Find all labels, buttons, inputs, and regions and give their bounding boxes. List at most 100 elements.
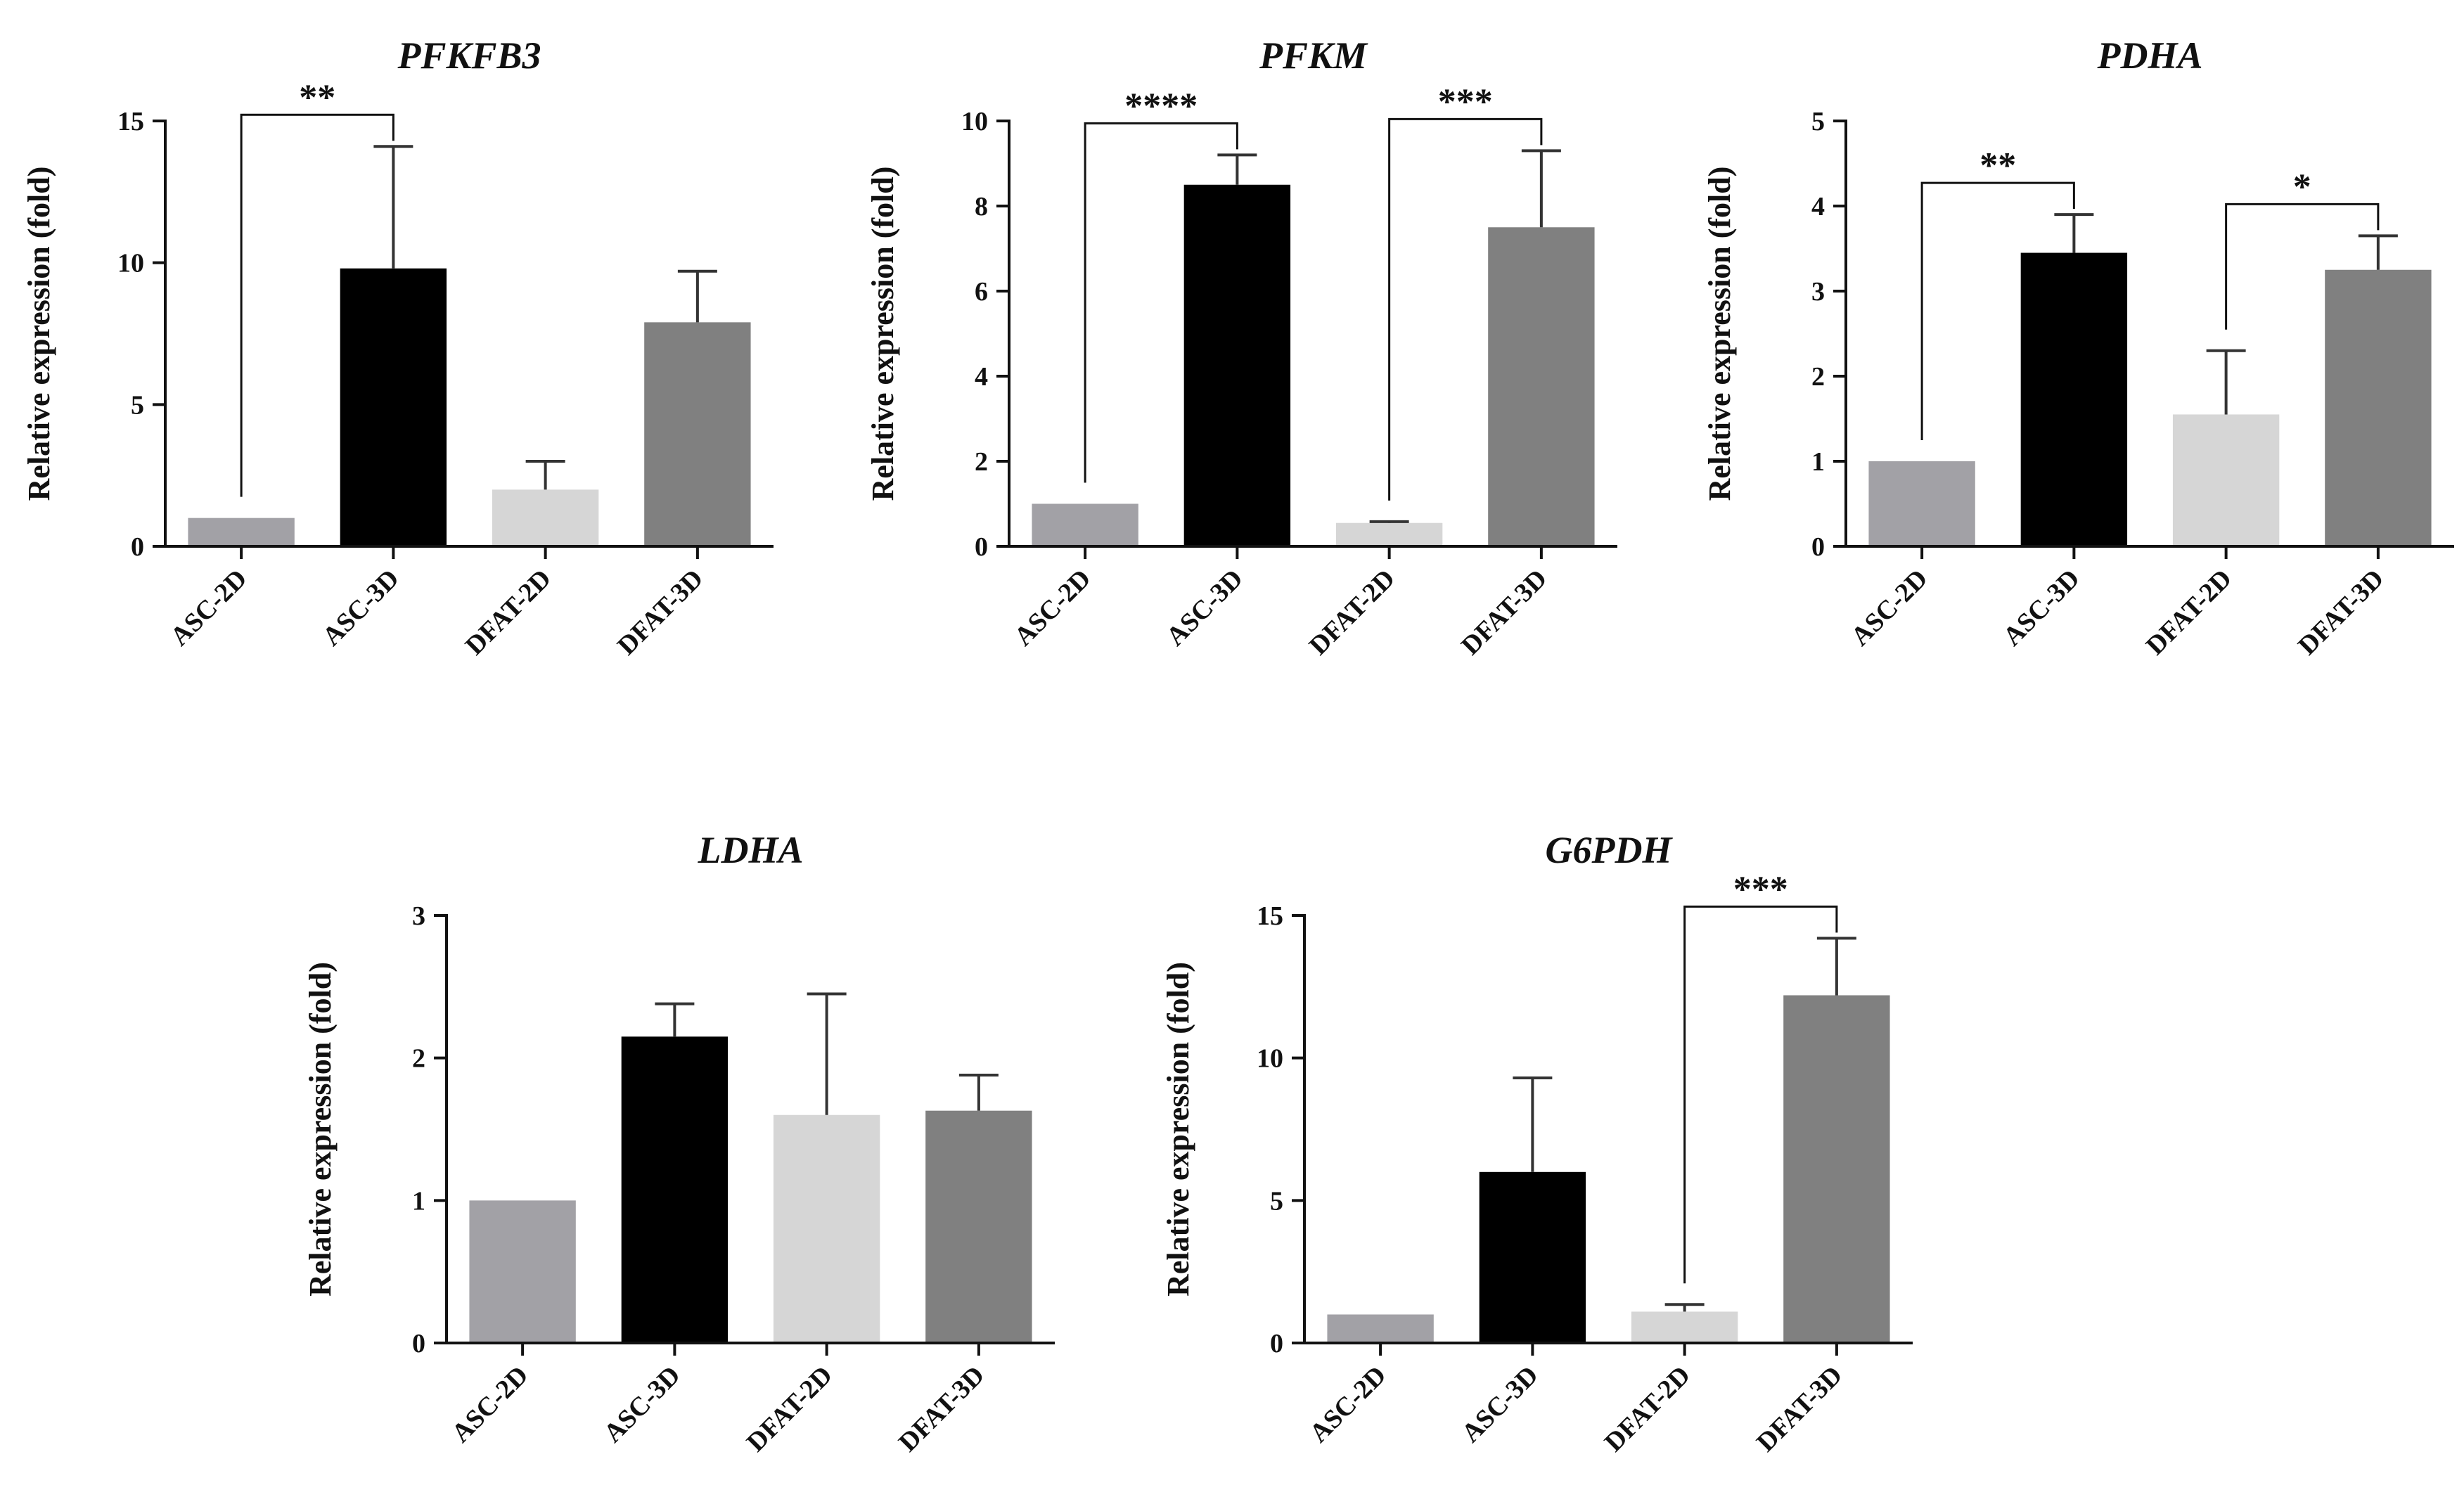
y-tick-label: 5 (1811, 107, 1825, 136)
y-axis-label: Relative expression (fold) (303, 962, 338, 1297)
y-tick-label: 15 (1257, 901, 1283, 931)
significance-label: *** (1733, 869, 1788, 909)
bracket-line (1683, 905, 1838, 1284)
bar-asc-3d (1479, 1171, 1586, 1343)
error-bar-asc-3d (373, 145, 413, 269)
x-tick-label: ASC-3D (1160, 564, 1248, 652)
x-tick-label: ASC-3D (1997, 564, 2085, 652)
bar-dfat-2d (492, 489, 599, 546)
error-bar-asc-3d (655, 1002, 695, 1037)
x-tick-label: DFAT-2D (1599, 1361, 1696, 1458)
chart-title: PFKM (1259, 34, 1368, 77)
bar-asc-2d (1868, 461, 1975, 546)
y-tick-label: 2 (412, 1044, 425, 1074)
x-tick-label: ASC-3D (1456, 1361, 1544, 1448)
error-bar-dfat-2d (525, 460, 565, 490)
bar-asc-2d (469, 1200, 576, 1343)
y-tick-label: 0 (1270, 1329, 1283, 1358)
significance-bracket: *** (1683, 869, 1838, 1284)
x-tick-label: ASC-2D (1304, 1361, 1392, 1448)
bracket-line (240, 113, 394, 497)
bar-dfat-3d (925, 1110, 1032, 1343)
y-axis-label: Relative expression (fold) (866, 167, 900, 501)
x-tick-label: DFAT-3D (2292, 564, 2389, 661)
error-bar-asc-3d (1217, 153, 1257, 185)
chart-panel-pdha: PDHA Relative expression (fold) 0 1 2 3 4 5 ASC-… (1702, 34, 2454, 661)
x-tick-label: ASC-3D (598, 1361, 686, 1448)
y-tick-label: 1 (1811, 447, 1825, 477)
chart-title: PFKFB3 (397, 34, 541, 77)
error-bar-asc-3d (1513, 1076, 1553, 1172)
y-tick-label: 2 (1811, 362, 1825, 392)
x-tick-label: ASC-3D (316, 564, 404, 652)
x-tick-label: DFAT-3D (1456, 564, 1553, 661)
chart-panel-pfkfb3: PFKFB3 Relative expression (fold) 0 5 10 15 AS… (22, 34, 774, 661)
bar-dfat-2d (2172, 414, 2280, 546)
bar-asc-3d (621, 1036, 729, 1343)
y-tick-label: 8 (975, 192, 988, 221)
error-bar-dfat-3d (677, 269, 717, 323)
bracket-line (2225, 203, 2380, 330)
bar-asc-3d (1183, 184, 1291, 546)
y-tick-label: 10 (117, 249, 144, 278)
bar-dfat-2d (1631, 1311, 1738, 1343)
y-tick-label: 4 (1811, 192, 1825, 221)
x-tick-label: DFAT-3D (1751, 1361, 1848, 1458)
y-tick-label: 3 (412, 901, 425, 931)
significance-label: ** (1979, 146, 2016, 186)
bracket-line (1920, 181, 2075, 440)
bar-asc-2d (1032, 503, 1138, 546)
significance-label: * (2293, 167, 2311, 207)
chart-panel-ldha: LDHA Relative expression (fold) 0 1 2 3 ASC-2D… (303, 829, 1055, 1458)
chart-panel-g6pdh: G6PDH Relative expression (fold) 0 5 10 15 ASC… (1161, 829, 1913, 1458)
x-tick-label: ASC-2D (1008, 564, 1096, 652)
bar-dfat-3d (1488, 227, 1595, 546)
y-tick-label: 10 (1257, 1044, 1283, 1074)
y-axis-label: Relative expression (fold) (22, 167, 56, 501)
x-tick-label: ASC-2D (446, 1361, 534, 1448)
bar-dfat-3d (1783, 995, 1890, 1343)
x-tick-label: DFAT-2D (741, 1361, 838, 1458)
error-bar-dfat-3d (1521, 149, 1561, 228)
chart-title: PDHA (2096, 34, 2202, 77)
error-bar-dfat-3d (2358, 234, 2398, 270)
y-tick-label: 4 (975, 362, 988, 392)
bar-dfat-3d (644, 322, 751, 546)
y-tick-label: 2 (975, 447, 988, 477)
x-tick-label: DFAT-2D (2141, 564, 2238, 661)
error-bar-dfat-2d (2206, 349, 2246, 415)
bar-dfat-3d (2325, 269, 2432, 546)
y-axis-label: Relative expression (fold) (1161, 962, 1195, 1297)
bar-dfat-2d (1335, 522, 1443, 546)
significance-label: ** (299, 77, 335, 117)
y-tick-label: 0 (1811, 532, 1825, 562)
y-axis-label: Relative expression (fold) (1702, 167, 1737, 501)
y-tick-label: 0 (975, 532, 988, 562)
significance-bracket: ** (1920, 146, 2075, 440)
significance-label: *** (1438, 82, 1493, 122)
bar-asc-3d (2020, 252, 2128, 546)
error-bar-dfat-2d (1664, 1303, 1705, 1312)
chart-title: G6PDH (1546, 829, 1674, 871)
error-bar-dfat-3d (1816, 937, 1856, 996)
bar-asc-2d (1327, 1314, 1434, 1343)
x-tick-label: ASC-2D (1845, 564, 1933, 652)
y-tick-label: 5 (1270, 1186, 1283, 1216)
y-tick-label: 15 (117, 107, 144, 136)
x-tick-label: DFAT-3D (893, 1361, 990, 1458)
y-tick-label: 6 (975, 277, 988, 307)
y-tick-label: 0 (131, 532, 144, 562)
y-tick-label: 10 (961, 107, 988, 136)
x-tick-label: DFAT-2D (1304, 564, 1401, 661)
error-bar-asc-3d (2054, 213, 2094, 253)
y-tick-label: 3 (1811, 277, 1825, 307)
error-bar-dfat-2d (1369, 520, 1409, 523)
y-tick-label: 1 (412, 1186, 425, 1216)
bar-asc-2d (188, 518, 295, 546)
bar-asc-3d (340, 268, 447, 546)
y-tick-label: 0 (412, 1329, 425, 1358)
y-tick-label: 5 (131, 390, 144, 420)
error-bar-dfat-2d (807, 992, 847, 1115)
chart-panel-pfkm: PFKM Relative expression (fold) 0 2 4 6 8 10 ASC… (866, 34, 1617, 661)
